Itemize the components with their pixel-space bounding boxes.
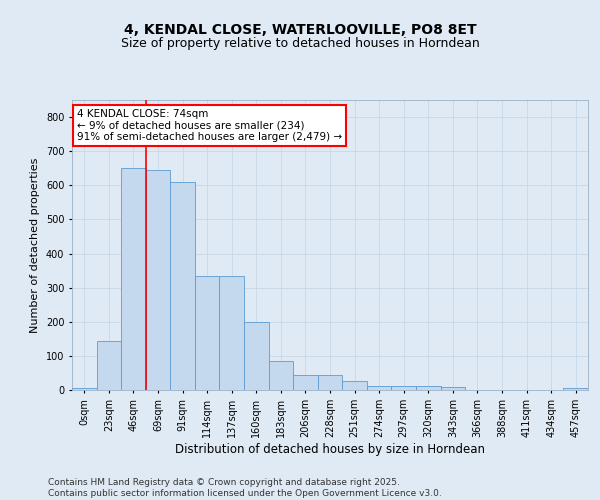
- Bar: [563, 388, 588, 390]
- Bar: [170, 182, 195, 390]
- Bar: [416, 386, 440, 390]
- Bar: [72, 388, 97, 390]
- Y-axis label: Number of detached properties: Number of detached properties: [31, 158, 40, 332]
- Bar: [121, 168, 146, 390]
- Text: 4 KENDAL CLOSE: 74sqm
← 9% of detached houses are smaller (234)
91% of semi-deta: 4 KENDAL CLOSE: 74sqm ← 9% of detached h…: [77, 108, 342, 142]
- Bar: [220, 276, 244, 390]
- Bar: [318, 376, 342, 390]
- Bar: [293, 376, 318, 390]
- Bar: [244, 322, 269, 390]
- Bar: [97, 340, 121, 390]
- Bar: [269, 361, 293, 390]
- Bar: [342, 381, 367, 390]
- Text: Size of property relative to detached houses in Horndean: Size of property relative to detached ho…: [121, 38, 479, 51]
- Bar: [146, 170, 170, 390]
- Bar: [367, 386, 391, 390]
- Text: 4, KENDAL CLOSE, WATERLOOVILLE, PO8 8ET: 4, KENDAL CLOSE, WATERLOOVILLE, PO8 8ET: [124, 22, 476, 36]
- Bar: [440, 388, 465, 390]
- X-axis label: Distribution of detached houses by size in Horndean: Distribution of detached houses by size …: [175, 442, 485, 456]
- Bar: [195, 276, 220, 390]
- Bar: [391, 386, 416, 390]
- Text: Contains HM Land Registry data © Crown copyright and database right 2025.
Contai: Contains HM Land Registry data © Crown c…: [48, 478, 442, 498]
